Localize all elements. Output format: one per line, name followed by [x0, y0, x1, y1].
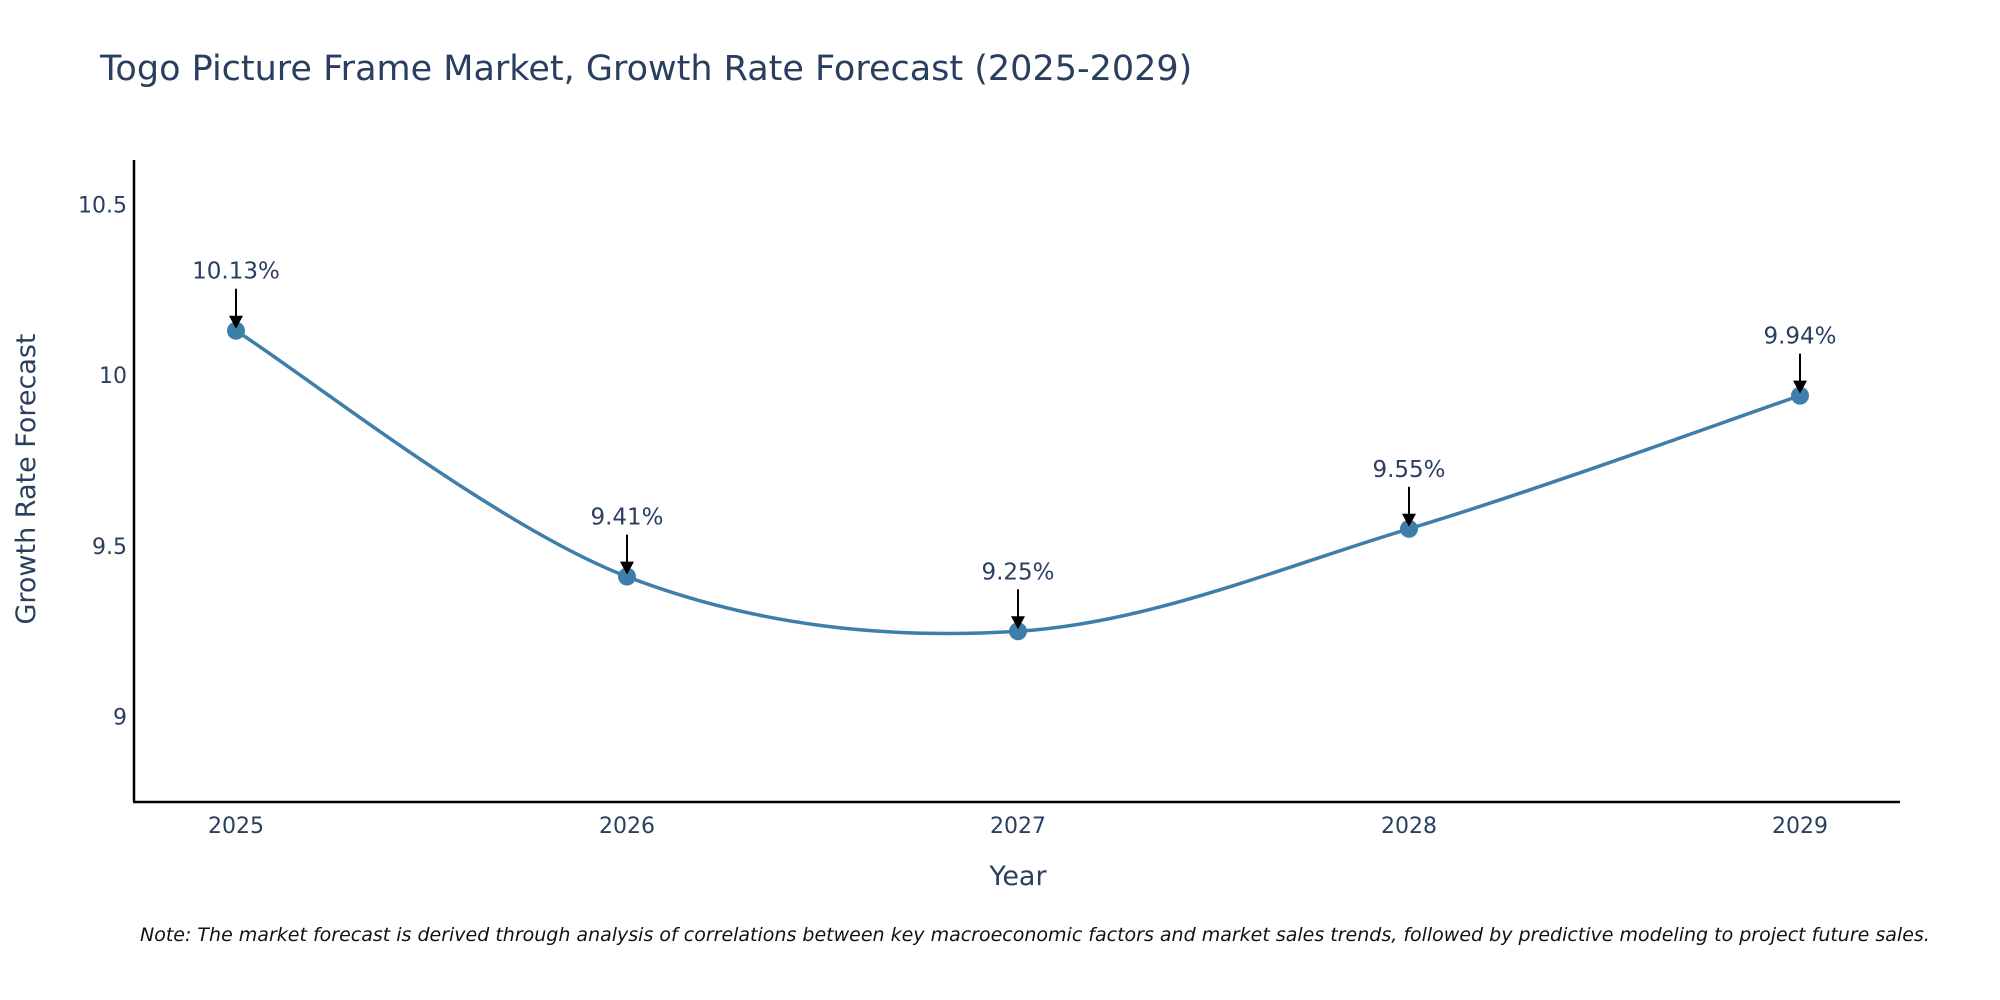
data-markers: [227, 321, 1809, 641]
x-tick-label: 2027: [990, 814, 1046, 839]
x-tick-label: 2028: [1381, 814, 1437, 839]
footnote: Note: The market forecast is derived thr…: [140, 924, 1930, 946]
data-label: 9.41%: [590, 505, 663, 531]
data-label: 10.13%: [192, 259, 280, 285]
annotation-arrow-head: [1402, 513, 1416, 527]
x-axis-title: Year: [988, 861, 1047, 892]
y-axis-title: Growth Rate Forecast: [11, 333, 42, 624]
y-tick-label: 10.5: [78, 193, 127, 218]
data-point-2025[interactable]: [227, 321, 245, 340]
data-label: 9.25%: [981, 559, 1054, 585]
x-axis-ticks: 2025 2026 2027 2028 2029: [208, 814, 1828, 839]
x-tick-label: 2026: [599, 814, 655, 839]
x-tick-label: 2025: [208, 814, 264, 839]
data-label: 9.94%: [1763, 324, 1836, 350]
y-axis-ticks: 9 9.5 10 10.5: [78, 193, 127, 730]
y-tick-label: 9.5: [92, 535, 127, 560]
data-label: 9.55%: [1372, 457, 1445, 483]
data-point-2027[interactable]: [1009, 622, 1027, 641]
annotation-arrow-head: [229, 315, 243, 329]
data-point-2026[interactable]: [618, 567, 636, 586]
data-point-2028[interactable]: [1400, 519, 1418, 538]
data-point-2029[interactable]: [1791, 386, 1809, 405]
x-tick-label: 2029: [1772, 814, 1828, 839]
annotation-arrow-head: [620, 561, 634, 575]
series-line: [235, 329, 1801, 636]
y-tick-label: 9: [113, 706, 127, 731]
data-annotations: 10.13% 9.41% 9.25% 9.55% 9.94%: [192, 259, 1837, 630]
annotation-arrow-head: [1793, 380, 1807, 394]
annotation-arrow-head: [1011, 616, 1025, 630]
y-tick-label: 10: [99, 364, 127, 389]
chart-title: Togo Picture Frame Market, Growth Rate F…: [99, 49, 1192, 89]
